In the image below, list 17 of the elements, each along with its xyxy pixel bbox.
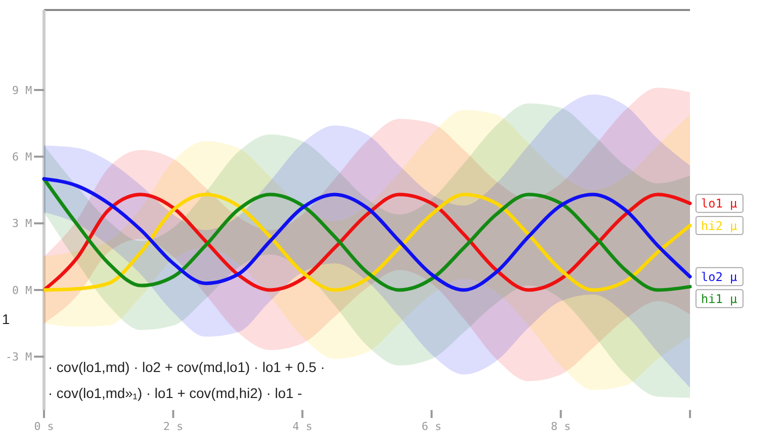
series-label: lo2 μ bbox=[701, 270, 738, 284]
x-tick-label: 6 s bbox=[422, 420, 442, 433]
x-tick-label: 4 s bbox=[292, 420, 312, 433]
series-label: hi1 μ bbox=[701, 292, 738, 306]
annotation: · cov(lo1,md) · lo2 + cov(md,lo1) · lo1 + 0.5 · bbox=[48, 359, 325, 375]
y-tick-label: 6 M bbox=[12, 150, 32, 164]
series-label: lo1 μ bbox=[701, 196, 738, 211]
x-tick-label: 0 s bbox=[34, 420, 54, 433]
text: 1 bbox=[2, 311, 10, 327]
y-tick-label: 3 M bbox=[12, 217, 32, 230]
x-tick-label: 8 s bbox=[550, 420, 571, 433]
series-label: hi2 μ bbox=[701, 218, 738, 233]
annotation: · cov(lo1,md»₁) · lo1 + cov(md,hi2) · lo1 - bbox=[48, 385, 302, 401]
y-tick-label: 0 M bbox=[12, 284, 32, 297]
y-tick-label: -3 M bbox=[6, 350, 32, 364]
x-tick-label: 2 s bbox=[163, 420, 184, 433]
y-tick-label: 9 M bbox=[12, 84, 32, 97]
